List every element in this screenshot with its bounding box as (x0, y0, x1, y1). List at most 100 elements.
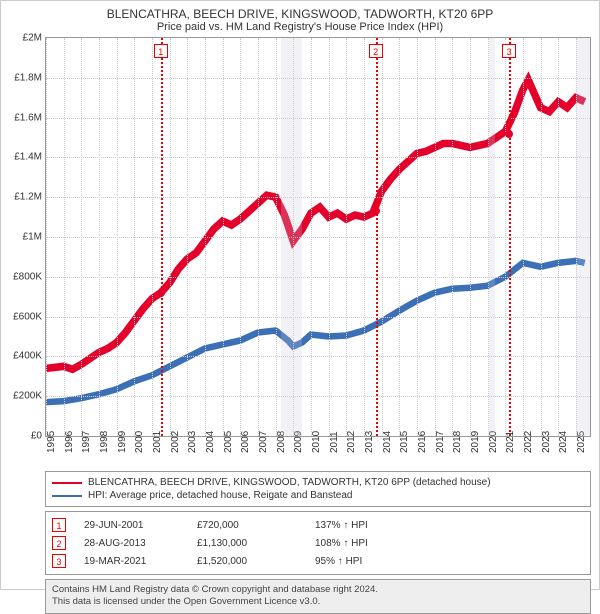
event-hpi-pct: 108% ↑ HPI (315, 538, 368, 549)
y-axis-label: £800K (6, 271, 42, 282)
y-axis-label: £2M (6, 33, 42, 44)
events-table: 129-JUN-2001£720,000137% ↑ HPI228-AUG-20… (45, 511, 591, 575)
gridline-v (99, 38, 100, 436)
y-axis-label: £200K (6, 391, 42, 402)
gridline-v (258, 38, 259, 436)
recession-band (281, 38, 302, 436)
gridline-v (46, 38, 47, 436)
x-axis-label: 2023 (541, 431, 552, 453)
event-marker-box: 3 (502, 44, 516, 58)
event-table-row: 129-JUN-2001£720,000137% ↑ HPI (52, 516, 584, 534)
x-axis-label: 1995 (46, 431, 57, 453)
event-hpi-pct: 95% ↑ HPI (315, 556, 362, 567)
event-date: 19-MAR-2021 (84, 556, 179, 567)
gridline-v (240, 38, 241, 436)
x-axis-label: 1999 (117, 431, 128, 453)
gridline-v (417, 38, 418, 436)
event-point-marker (372, 207, 380, 215)
gridline-v (452, 38, 453, 436)
event-number-box: 1 (52, 518, 66, 532)
gridline-v (117, 38, 118, 436)
event-price: £1,130,000 (197, 538, 297, 549)
event-date: 29-JUN-2001 (84, 520, 179, 531)
y-axis-label: £400K (6, 351, 42, 362)
event-table-row: 3 19-MAR-2021 £1,520,000 95% ↑ HPI (52, 552, 584, 570)
y-axis-label: £1.2M (6, 192, 42, 203)
gridline-v (541, 38, 542, 436)
gridline-v (523, 38, 524, 436)
x-axis-label: 2002 (170, 431, 181, 453)
recession-band (489, 38, 495, 436)
legend-row: HPI: Average price, detached house, Reig… (52, 489, 584, 502)
event-table-row: 2 28-AUG-2013 £1,130,000 108% ↑ HPI (52, 534, 584, 552)
gridline-v (134, 38, 135, 436)
x-axis-label: 2011 (329, 431, 340, 453)
x-axis-label: 2007 (258, 431, 269, 453)
footer-line1: Contains HM Land Registry data © Crown c… (52, 584, 584, 596)
gridline-v (152, 38, 153, 436)
gridline-v (187, 38, 188, 436)
x-axis-label: 1997 (81, 431, 92, 453)
gridline-v (505, 38, 506, 436)
x-axis-label: 2015 (399, 431, 410, 453)
gridline-v (346, 38, 347, 436)
x-axis-label: 2017 (435, 431, 446, 453)
x-axis-label: 2005 (223, 431, 234, 453)
x-axis-label: 2018 (452, 431, 463, 453)
x-axis-label: 2013 (364, 431, 375, 453)
gridline-v (311, 38, 312, 436)
y-axis-label: £0 (6, 431, 42, 442)
event-line (509, 38, 511, 436)
y-axis-label: £1.8M (6, 72, 42, 83)
x-axis-label: 2012 (346, 431, 357, 453)
gridline-v (470, 38, 471, 436)
gridline-v (399, 38, 400, 436)
event-date: 28-AUG-2013 (84, 538, 179, 549)
event-line (376, 38, 378, 436)
gridline-v (170, 38, 171, 436)
gridline-v (81, 38, 82, 436)
gridline-v (223, 38, 224, 436)
x-axis-label: 2004 (205, 431, 216, 453)
x-axis-label: 2024 (558, 431, 569, 453)
gridline-v (64, 38, 65, 436)
event-price: £1,520,000 (197, 556, 297, 567)
footer-line2: This data is licensed under the Open Gov… (52, 596, 584, 608)
gridline-v (329, 38, 330, 436)
event-marker-box: 2 (369, 44, 383, 58)
x-axis-label: 2014 (382, 431, 393, 453)
y-axis-label: £600K (6, 311, 42, 322)
chart-plot-area: £0£200K£400K£600K£800K£1M£1.2M£1.4M£1.6M… (45, 37, 591, 437)
gridline-v (205, 38, 206, 436)
event-price: £720,000 (197, 520, 297, 531)
legend-box: BLENCATHRA, BEECH DRIVE, KINGSWOOD, TADW… (45, 471, 591, 507)
chart-title-line2: Price paid vs. HM Land Registry's House … (1, 21, 599, 37)
event-line (161, 38, 163, 436)
x-axis-label: 2000 (134, 431, 145, 453)
x-axis-label: 2003 (187, 431, 198, 453)
legend-row: BLENCATHRA, BEECH DRIVE, KINGSWOOD, TADW… (52, 476, 584, 489)
gridline-v (435, 38, 436, 436)
legend-swatch (52, 495, 82, 497)
series-price (46, 80, 585, 370)
legend-label: BLENCATHRA, BEECH DRIVE, KINGSWOOD, TADW… (88, 477, 491, 488)
event-number-box: 2 (52, 536, 66, 550)
y-axis-label: £1.6M (6, 112, 42, 123)
x-axis-label: 2010 (311, 431, 322, 453)
event-number-box: 3 (52, 554, 66, 568)
x-axis-label: 1998 (99, 431, 110, 453)
gridline-v (558, 38, 559, 436)
x-axis-label: 2019 (470, 431, 481, 453)
event-point-marker (505, 130, 513, 138)
gridline-v (276, 38, 277, 436)
y-axis-label: £1.4M (6, 152, 42, 163)
recession-band (576, 38, 590, 436)
legend-label: HPI: Average price, detached house, Reig… (88, 490, 352, 501)
x-axis-label: 2022 (523, 431, 534, 453)
y-axis-label: £1M (6, 232, 42, 243)
x-axis-label: 2006 (240, 431, 251, 453)
footer-attribution: Contains HM Land Registry data © Crown c… (45, 579, 591, 614)
legend-swatch (52, 482, 82, 484)
gridline-v (382, 38, 383, 436)
gridline-v (364, 38, 365, 436)
